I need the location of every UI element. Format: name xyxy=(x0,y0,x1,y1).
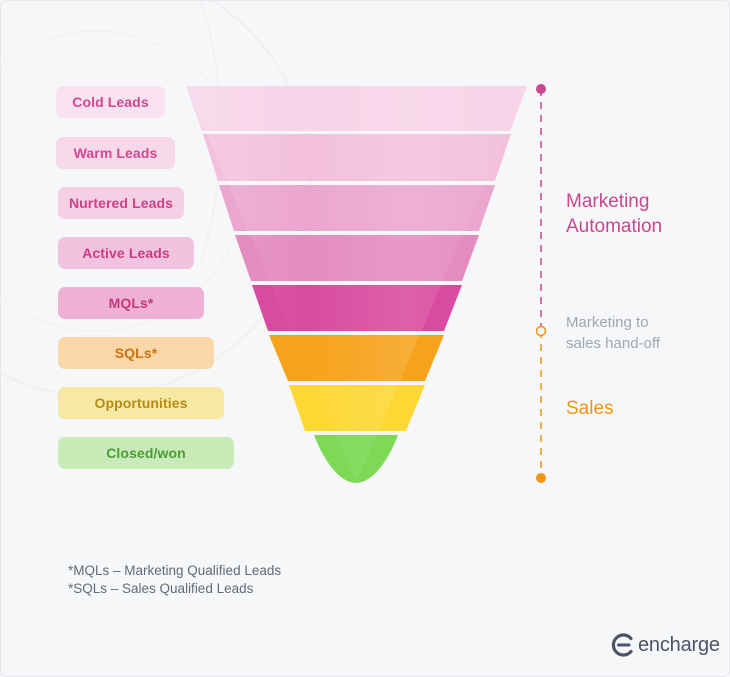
stage-pill-mqls: MQLs* xyxy=(58,287,204,319)
stage-label: Active Leads xyxy=(82,245,170,261)
stage-label: SQLs* xyxy=(114,345,158,361)
footnote-sql: *SQLs – Sales Qualified Leads xyxy=(68,581,254,596)
encharge-logo-icon xyxy=(611,633,633,657)
stage-label: Warm Leads xyxy=(73,145,158,161)
funnel-sheen xyxy=(186,86,527,483)
sales-label: Sales xyxy=(566,398,614,419)
brand-name: encharge xyxy=(638,633,720,656)
stage-pill-sqls: SQLs* xyxy=(58,337,214,369)
handoff-line2: sales hand-off xyxy=(566,335,660,352)
timeline-end-dot xyxy=(536,473,546,483)
footnote-mql: *MQLs – Marketing Qualified Leads xyxy=(68,563,282,578)
stage-pill-cold-leads: Cold Leads xyxy=(56,86,165,118)
marketing-automation-line2: Automation xyxy=(566,216,663,237)
stage-pill-active-leads: Active Leads xyxy=(58,237,194,269)
stage-pill-warm-leads: Warm Leads xyxy=(56,137,175,169)
stage-label: Closed/won xyxy=(106,445,186,461)
handoff-line1: Marketing to xyxy=(566,314,649,331)
marketing-automation-line1: Marketing xyxy=(566,191,650,212)
encharge-logo: encharge xyxy=(610,631,720,659)
stage-label: Opportunities xyxy=(94,395,188,411)
handoff-label: Marketing to sales hand-off xyxy=(566,312,660,354)
stage-pill-closed-won: Closed/won xyxy=(58,437,234,469)
handoff-dot xyxy=(535,325,547,337)
marketing-automation-label: Marketing Automation xyxy=(566,189,662,239)
stage-label: Cold Leads xyxy=(72,94,149,110)
timeline-start-dot xyxy=(536,84,546,94)
stage-pill-nurtered-leads: Nurtered Leads xyxy=(58,187,184,219)
stage-pill-opportunities: Opportunities xyxy=(58,387,224,419)
footnotes: *MQLs – Marketing Qualified Leads *SQLs … xyxy=(68,562,281,598)
stage-label: MQLs* xyxy=(108,295,154,311)
stage-label: Nurtered Leads xyxy=(68,195,174,211)
